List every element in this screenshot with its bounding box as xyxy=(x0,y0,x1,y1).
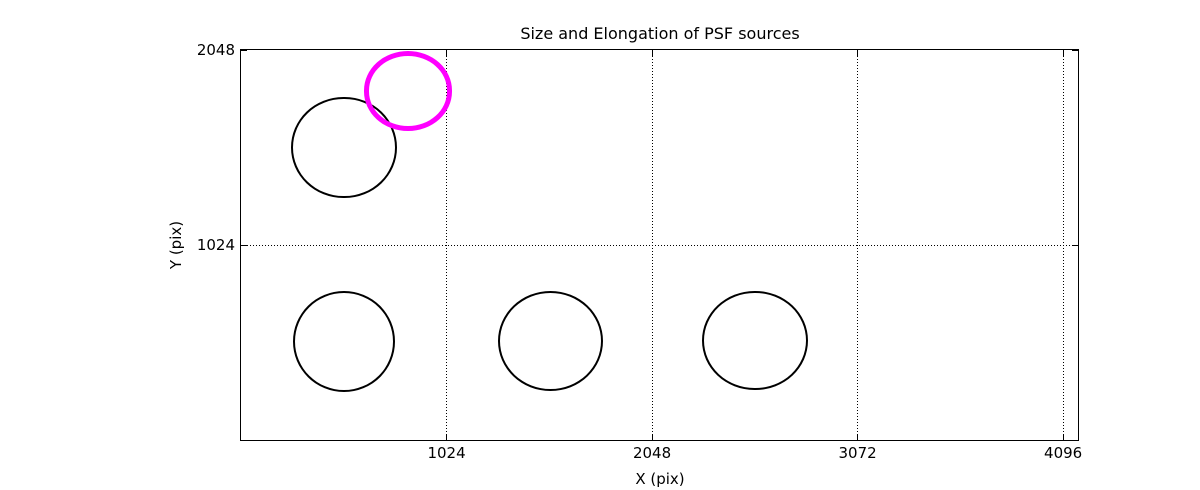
x-tick-label: 3072 xyxy=(838,444,877,462)
psf-source-ellipse-4 xyxy=(702,290,808,391)
x-tick-label: 1024 xyxy=(427,444,466,462)
x-tick-mark-top xyxy=(651,50,653,56)
y-tick-label: 2048 xyxy=(196,41,235,59)
psf-source-ellipse-1 xyxy=(291,96,397,198)
plot-area: 1024 2048 3072 4096 1024 2048 xyxy=(197,41,1082,462)
x-axis-label: X (pix) xyxy=(635,470,685,488)
gridline-horizontal xyxy=(241,244,1078,246)
psf-source-ellipse-3 xyxy=(497,291,603,392)
x-tick-mark-top xyxy=(446,50,448,56)
y-tick-mark-right xyxy=(1072,49,1078,51)
x-tick-mark-bottom xyxy=(857,434,859,440)
x-tick-mark-bottom xyxy=(446,434,448,440)
y-tick-mark-left xyxy=(241,49,247,51)
y-tick-mark-right xyxy=(1072,244,1078,246)
x-tick-label: 2048 xyxy=(632,444,672,462)
psf-source-ellipse-highlighted xyxy=(363,50,453,131)
psf-source-ellipse-2 xyxy=(292,291,395,393)
x-tick-label: 4096 xyxy=(1044,444,1083,462)
y-tick-mark-left xyxy=(241,244,247,246)
x-tick-mark-bottom xyxy=(1062,434,1064,440)
x-tick-mark-bottom xyxy=(651,434,653,440)
x-tick-mark-top xyxy=(857,50,859,56)
y-tick-label: 1024 xyxy=(196,236,235,254)
plot-title: Size and Elongation of PSF sources xyxy=(520,24,800,43)
x-tick-mark-top xyxy=(1062,50,1064,56)
